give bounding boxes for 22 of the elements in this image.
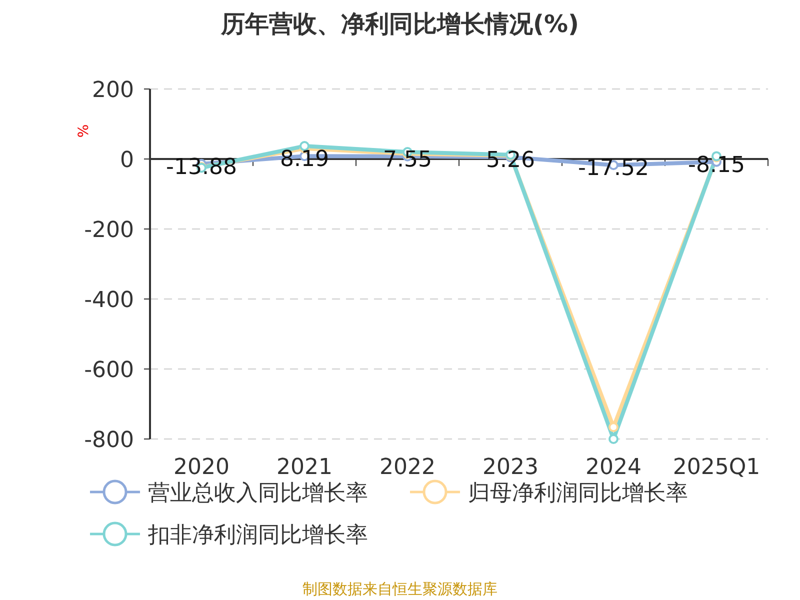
x-tick-label: 2020 xyxy=(174,455,230,480)
legend-label: 扣非净利润同比增长率 xyxy=(147,523,368,548)
data-label: -8.15 xyxy=(688,152,745,178)
y-tick-label: -600 xyxy=(84,358,134,383)
data-label: -17.52 xyxy=(578,156,649,182)
y-tick-label: -200 xyxy=(84,218,134,243)
x-tick-label: 2025Q1 xyxy=(672,455,760,480)
legend-label: 归母净利润同比增长率 xyxy=(468,481,688,506)
x-tick-label: 2021 xyxy=(276,455,332,480)
data-label: 5.26 xyxy=(486,148,535,174)
y-tick-label: 0 xyxy=(120,148,134,173)
y-tick-label: 200 xyxy=(92,78,134,103)
y-tick-label: -800 xyxy=(84,428,134,453)
x-tick-label: 2022 xyxy=(380,455,436,480)
legend-label: 营业总收入同比增长率 xyxy=(148,481,368,506)
x-tick-label: 2023 xyxy=(482,455,538,480)
y-tick-label: -400 xyxy=(84,288,134,313)
data-label: -13.88 xyxy=(166,154,237,180)
y-axis-title: % xyxy=(76,124,92,138)
text: 制图数据来自恒生聚源数据库 xyxy=(302,580,498,598)
chart-title: 历年营收、净利同比增长情况(%) xyxy=(220,10,579,38)
x-tick-label: 2024 xyxy=(586,455,642,480)
